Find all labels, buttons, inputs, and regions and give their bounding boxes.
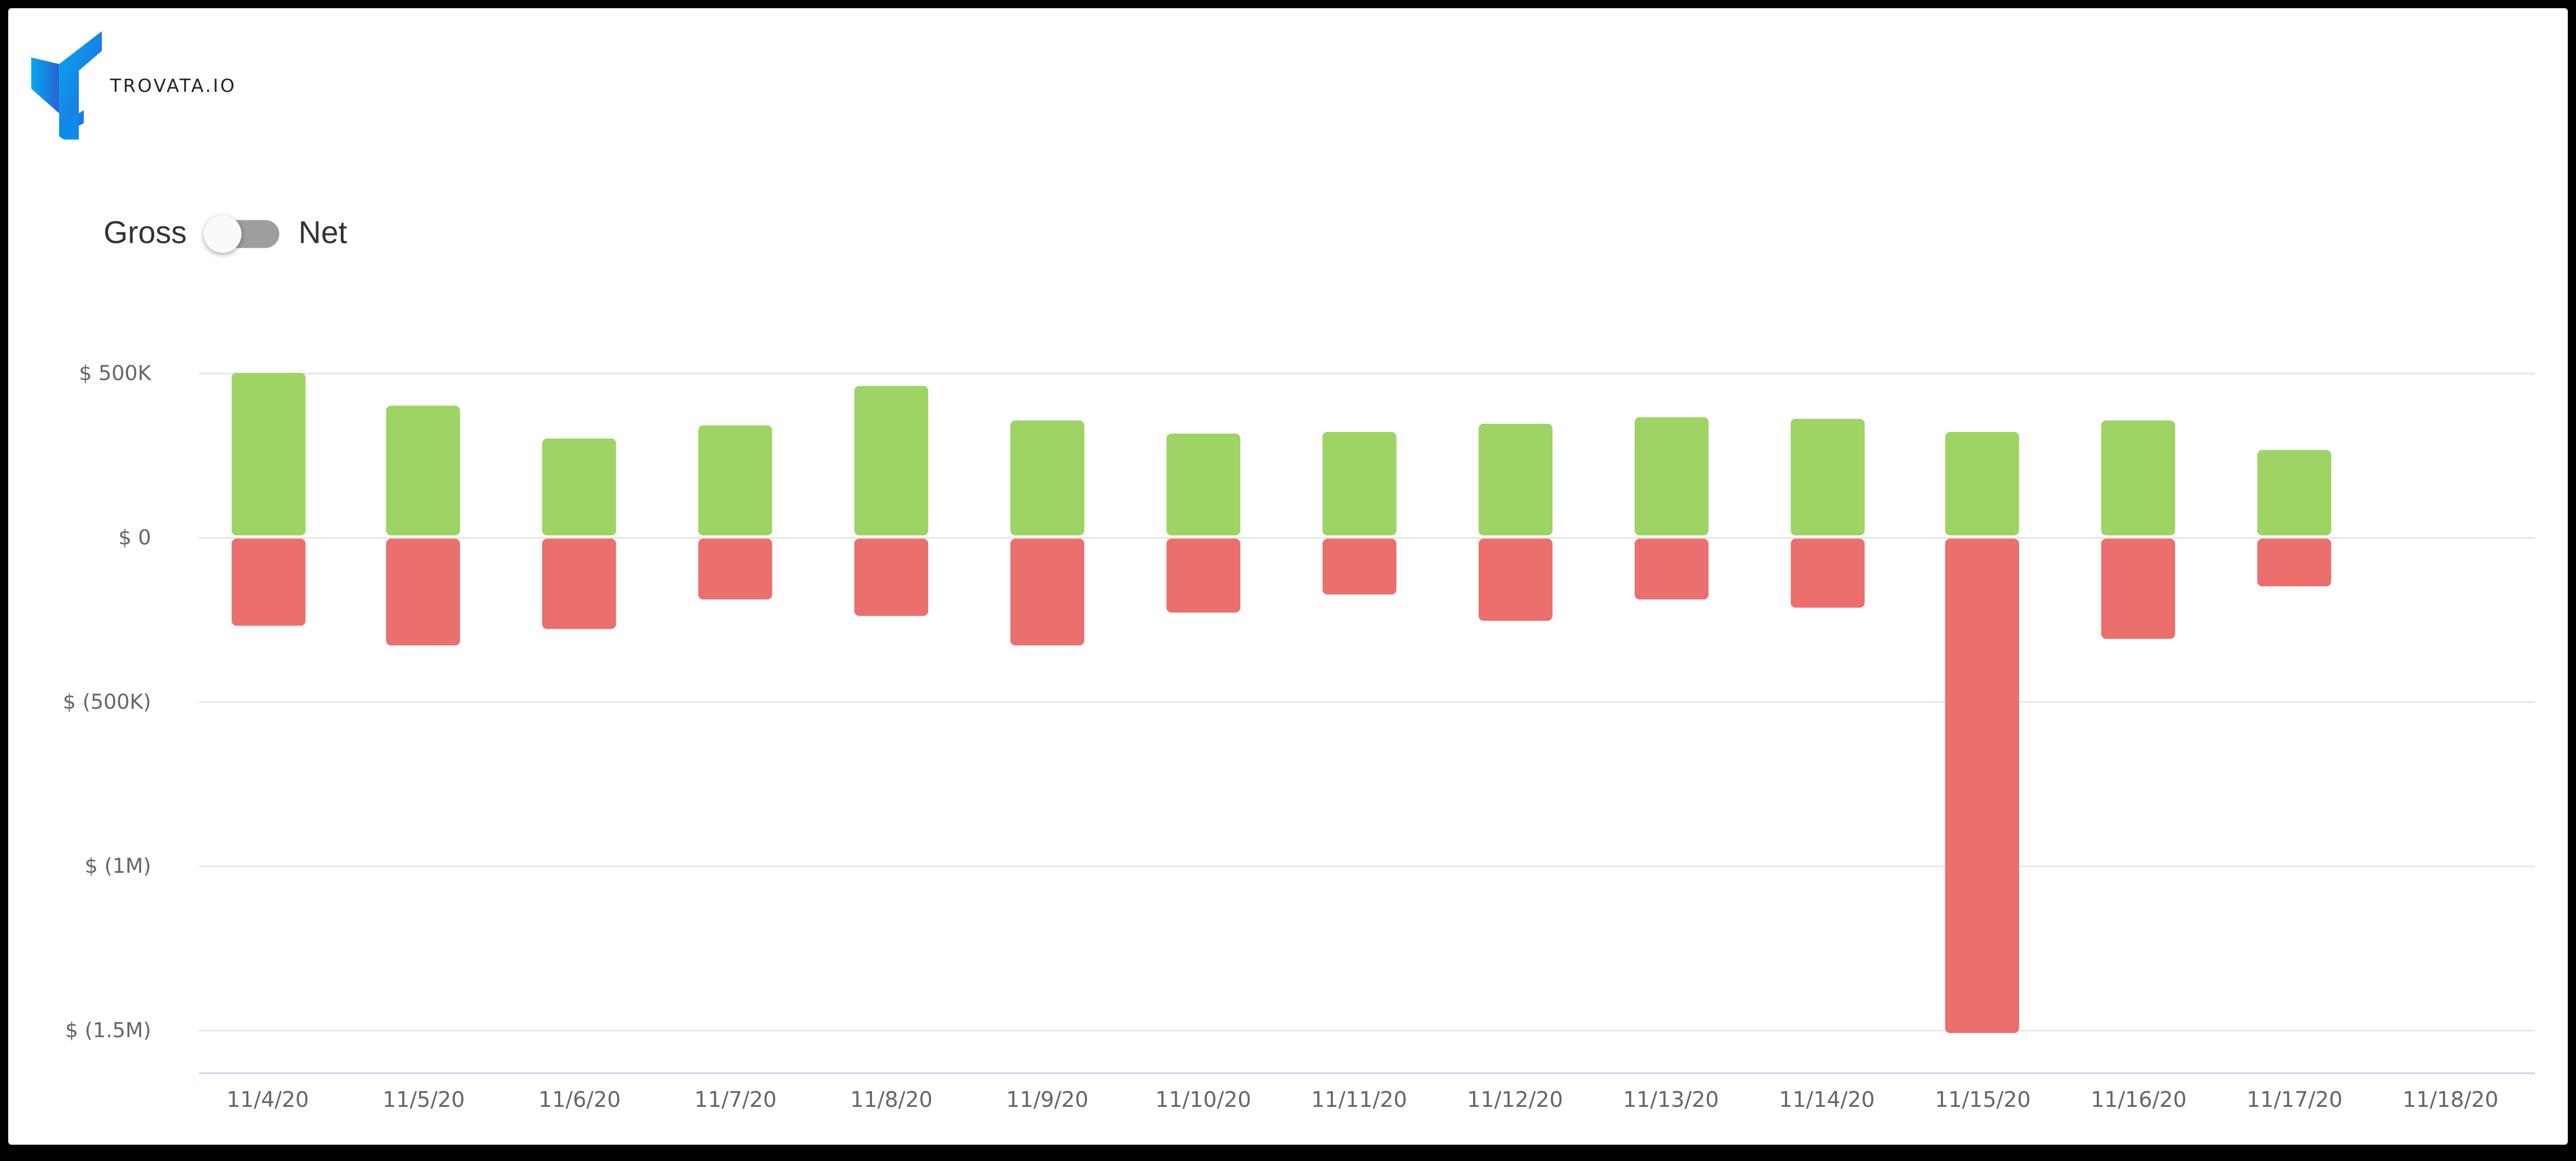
outflow-bar[interactable] xyxy=(2257,539,2332,586)
x-tick-label: 11/5/20 xyxy=(382,1089,465,1114)
inflow-bar[interactable] xyxy=(1633,417,1708,536)
x-tick-label: 11/17/20 xyxy=(2246,1089,2343,1114)
inflow-bar[interactable] xyxy=(698,425,773,536)
outflow-bar[interactable] xyxy=(854,539,929,616)
chart-panel: TROVATA.IO Gross Net $ 500K $ 0 $ (500K) $ … xyxy=(8,8,2568,1145)
inflow-bar[interactable] xyxy=(1322,431,1397,536)
inflow-bar[interactable] xyxy=(1166,433,1241,536)
gridline xyxy=(199,372,2535,375)
outflow-bar[interactable] xyxy=(1166,539,1241,613)
gross-net-switch[interactable] xyxy=(203,215,282,254)
inflow-bar[interactable] xyxy=(1478,423,1552,536)
gross-label[interactable]: Gross xyxy=(103,217,187,252)
inflow-bar[interactable] xyxy=(230,372,305,536)
inflow-bar[interactable] xyxy=(854,386,929,536)
x-axis-line xyxy=(199,1072,2535,1075)
x-tick-label: 11/13/20 xyxy=(1623,1089,1719,1114)
trovata-logo-icon xyxy=(31,31,102,140)
inflow-bar[interactable] xyxy=(1010,420,1085,536)
gridline xyxy=(199,865,2535,867)
inflow-bar[interactable] xyxy=(2101,420,2176,536)
x-tick-label: 11/14/20 xyxy=(1778,1089,1875,1114)
y-tick-label: $ (1M) xyxy=(84,853,152,878)
outflow-bar[interactable] xyxy=(1633,539,1708,600)
inflow-bar[interactable] xyxy=(386,405,461,536)
x-tick-label: 11/10/20 xyxy=(1155,1089,1252,1114)
inflow-bar[interactable] xyxy=(2257,450,2332,536)
outflow-bar[interactable] xyxy=(542,539,617,629)
inflow-bar[interactable] xyxy=(542,438,617,536)
brand-name: TROVATA.IO xyxy=(110,75,237,97)
switch-thumb[interactable] xyxy=(203,215,241,253)
outflow-bar[interactable] xyxy=(1945,539,2020,1034)
inflow-bar[interactable] xyxy=(1789,418,1864,536)
outflow-bar[interactable] xyxy=(386,539,461,646)
x-tick-label: 11/6/20 xyxy=(538,1089,621,1114)
y-tick-label: $ (1.5M) xyxy=(65,1017,152,1042)
outflow-bar[interactable] xyxy=(1789,539,1864,608)
y-tick-label: $ 500K xyxy=(79,360,152,386)
x-tick-label: 11/9/20 xyxy=(1006,1089,1089,1114)
outflow-bar[interactable] xyxy=(698,539,773,600)
x-tick-label: 11/16/20 xyxy=(2090,1089,2187,1114)
x-tick-label: 11/7/20 xyxy=(694,1089,777,1114)
gridline xyxy=(199,701,2535,703)
outflow-bar[interactable] xyxy=(1010,539,1085,646)
x-tick-label: 11/12/20 xyxy=(1467,1089,1563,1114)
net-label[interactable]: Net xyxy=(298,217,347,252)
outflow-bar[interactable] xyxy=(1322,539,1397,595)
gridline xyxy=(199,1030,2535,1032)
inflow-bar[interactable] xyxy=(1945,431,2020,536)
outflow-bar[interactable] xyxy=(2101,539,2176,639)
x-tick-label: 11/4/20 xyxy=(226,1089,309,1114)
y-tick-label: $ 0 xyxy=(118,524,152,550)
x-tick-label: 11/18/20 xyxy=(2402,1089,2499,1114)
gridline xyxy=(199,537,2535,539)
outflow-bar[interactable] xyxy=(230,539,305,626)
x-tick-label: 11/11/20 xyxy=(1311,1089,1408,1114)
x-tick-label: 11/15/20 xyxy=(1934,1089,2031,1114)
outflow-bar[interactable] xyxy=(1478,539,1552,621)
y-tick-label: $ (500K) xyxy=(62,689,152,714)
gross-net-toggle-row: Gross Net xyxy=(103,215,347,254)
x-tick-label: 11/8/20 xyxy=(850,1089,933,1114)
